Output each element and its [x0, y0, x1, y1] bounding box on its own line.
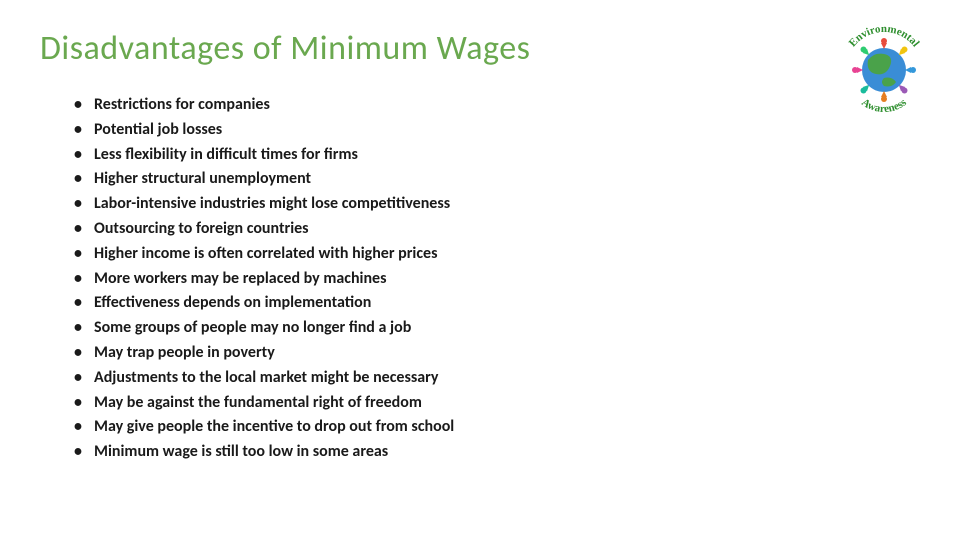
list-item: Restrictions for companies: [74, 93, 920, 118]
list-item: Labor-intensive industries might lose co…: [74, 192, 920, 217]
bullet-list: Restrictions for companies Potential job…: [40, 93, 920, 465]
slide: Disadvantages of Minimum Wages Restricti…: [0, 0, 960, 540]
list-item: Minimum wage is still too low in some ar…: [74, 440, 920, 465]
globe-icon: Environmental Awareness: [834, 20, 934, 120]
list-item: Outsourcing to foreign countries: [74, 217, 920, 242]
list-item: More workers may be replaced by machines: [74, 267, 920, 292]
list-item: Adjustments to the local market might be…: [74, 366, 920, 391]
list-item: Higher income is often correlated with h…: [74, 242, 920, 267]
list-item: Effectiveness depends on implementation: [74, 291, 920, 316]
list-item: May trap people in poverty: [74, 341, 920, 366]
environmental-awareness-logo: Environmental Awareness: [834, 20, 934, 120]
list-item: May give people the incentive to drop ou…: [74, 415, 920, 440]
list-item: Some groups of people may no longer find…: [74, 316, 920, 341]
list-item: Potential job losses: [74, 118, 920, 143]
list-item: Higher structural unemployment: [74, 167, 920, 192]
list-item: May be against the fundamental right of …: [74, 391, 920, 416]
list-item: Less flexibility in difficult times for …: [74, 143, 920, 168]
slide-title: Disadvantages of Minimum Wages: [40, 28, 920, 69]
